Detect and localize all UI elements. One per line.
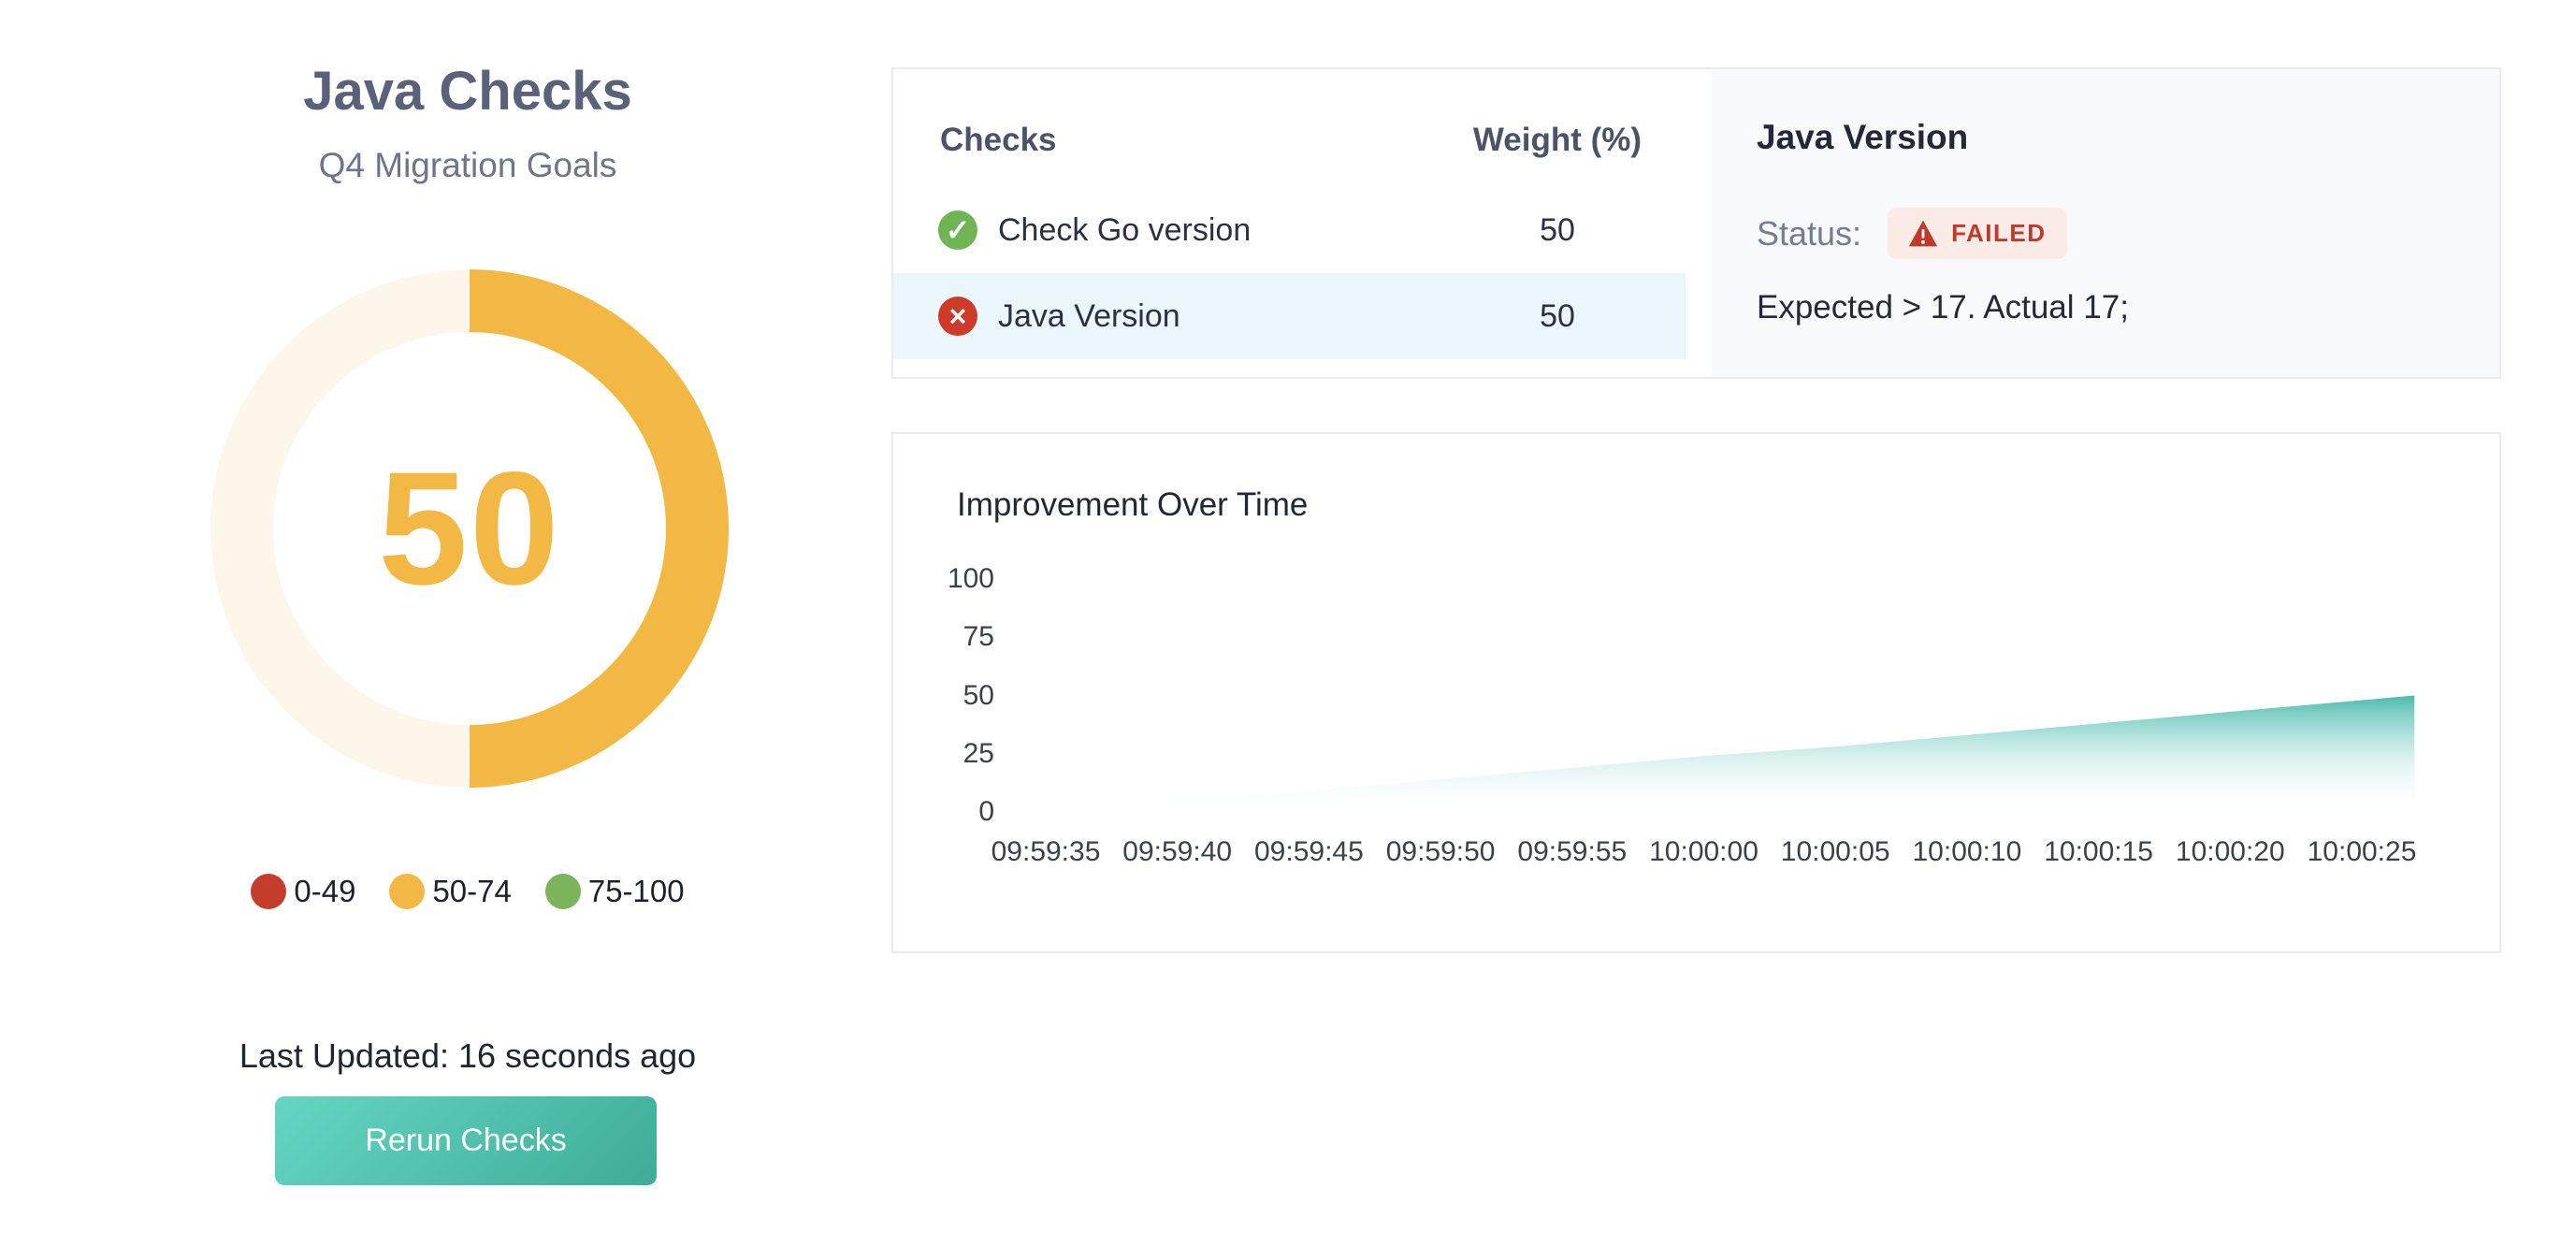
score-legend: 0-49 50-74 75-100 <box>0 865 935 918</box>
page-title: Java Checks <box>303 61 632 122</box>
y-axis-tick-label: 75 <box>962 621 994 653</box>
x-axis-tick-label: 10:00:15 <box>2044 836 2153 867</box>
column-header-checks: Checks <box>940 122 1057 158</box>
legend-dot <box>544 874 581 909</box>
y-axis-tick-label: 50 <box>962 679 994 711</box>
warning-triangle-icon <box>1908 220 1938 247</box>
page-subtitle: Q4 Migration Goals <box>318 146 617 184</box>
legend-dot <box>251 874 287 909</box>
x-axis-tick-label: 10:00:05 <box>1780 836 1890 867</box>
check-row[interactable]: × Java Version 50 <box>893 273 1686 359</box>
checks-card: Java Version Status: FAILED Expected > 1… <box>891 67 2501 379</box>
area-series <box>1072 695 2415 812</box>
x-axis-tick-label: 10:00:10 <box>1912 836 2022 867</box>
donut-hole: 50 <box>273 332 666 725</box>
chart-title: Improvement Over Time <box>957 486 1309 523</box>
gauge-panel: Java Checks Q4 Migration Goals 50 0-49 50… <box>0 0 935 1246</box>
details-title: Java Version <box>1757 118 1969 156</box>
x-axis-tick-label: 10:00:25 <box>2307 836 2417 867</box>
y-axis-tick-label: 100 <box>947 563 994 594</box>
status-badge-text: FAILED <box>1951 219 2047 247</box>
check-weight: 50 <box>1540 211 1575 248</box>
legend-item: 0-49 <box>251 874 355 909</box>
legend-dot <box>389 874 426 909</box>
check-details-panel: Java Version Status: FAILED Expected > 1… <box>1712 69 2499 377</box>
column-header-weight: Weight (%) <box>1472 122 1643 158</box>
checks-row-list: ✓ Check Go version 50 × Java Version 50 <box>893 187 1686 359</box>
check-row[interactable]: ✓ Check Go version 50 <box>893 187 1686 273</box>
details-message: Expected > 17. Actual 17; <box>1757 289 2129 326</box>
legend-label: 75-100 <box>587 874 685 908</box>
check-name: Check Go version <box>998 211 1252 248</box>
y-axis-tick-label: 0 <box>978 796 994 827</box>
legend-item: 75-100 <box>544 874 685 909</box>
improvement-area-chart <box>1072 695 2415 812</box>
legend-label: 0-49 <box>294 874 356 908</box>
x-axis-tick-label: 09:59:35 <box>991 836 1101 867</box>
last-updated-text: Last Updated: 16 seconds ago <box>239 1036 697 1075</box>
x-circle-icon: × <box>938 297 977 336</box>
score-value: 50 <box>378 439 561 618</box>
status-badge: FAILED <box>1888 208 2067 259</box>
score-donut-chart: 50 <box>210 269 729 788</box>
x-axis-tick-label: 09:59:45 <box>1254 836 1364 867</box>
check-circle-icon: ✓ <box>938 210 977 250</box>
check-name: Java Version <box>998 297 1180 334</box>
x-axis-tick-label: 09:59:50 <box>1385 836 1496 867</box>
status-label: Status: <box>1757 213 1862 253</box>
legend-label: 50-74 <box>432 874 512 908</box>
status-row: Status: FAILED <box>1757 208 2067 259</box>
y-axis-tick-label: 25 <box>962 737 994 769</box>
x-axis-tick-label: 10:00:00 <box>1649 836 1758 867</box>
x-axis-tick-label: 09:59:40 <box>1122 836 1233 867</box>
rerun-checks-button[interactable]: Rerun Checks <box>275 1096 657 1185</box>
x-axis-tick-label: 09:59:55 <box>1517 836 1628 867</box>
check-weight: 50 <box>1540 297 1575 334</box>
legend-item: 50-74 <box>389 874 512 909</box>
improvement-chart-card: Improvement Over Time 100 75 50 25 0 09:59:3… <box>891 432 2501 953</box>
x-axis-tick-label: 10:00:20 <box>2175 836 2285 867</box>
